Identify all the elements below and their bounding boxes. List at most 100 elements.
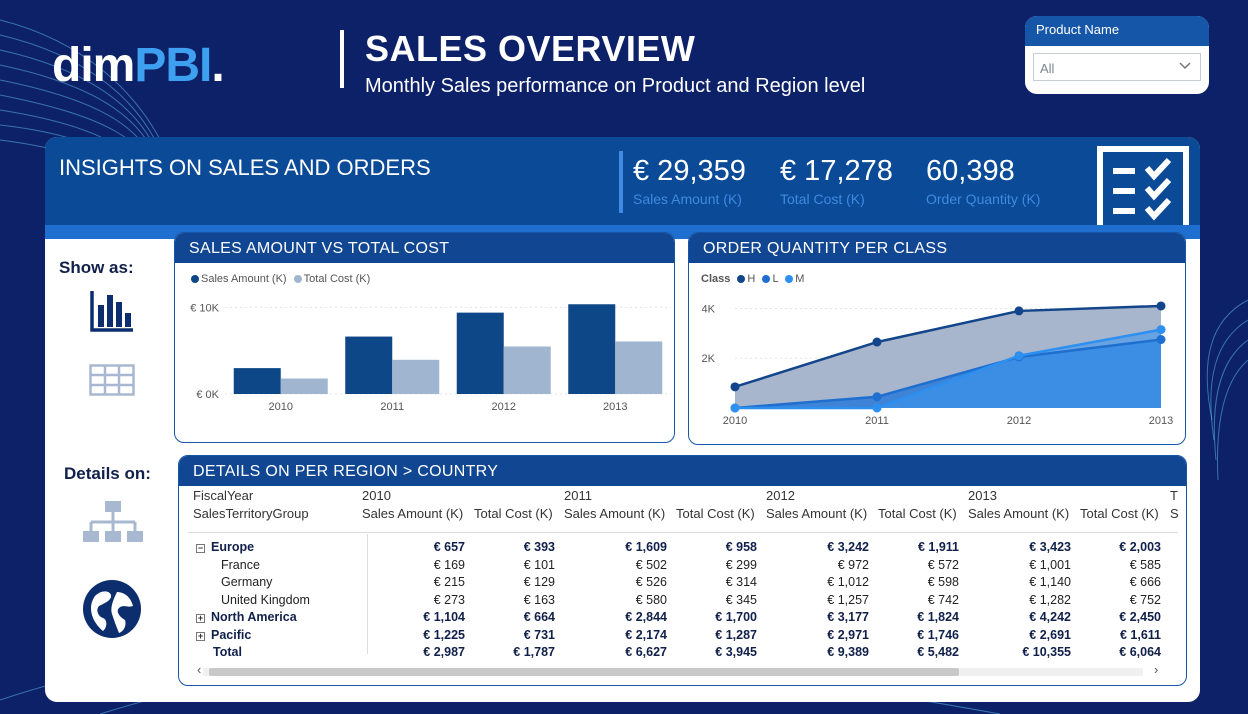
row-label-text: United Kingdom bbox=[221, 592, 310, 607]
legend-marker bbox=[785, 274, 794, 283]
column-header[interactable]: Total Cost (K) bbox=[1080, 506, 1159, 521]
x-tick-label: 2012 bbox=[492, 401, 516, 413]
table-cell: € 2,174 bbox=[625, 627, 667, 642]
column-header[interactable]: Total Cost (K) bbox=[474, 506, 553, 521]
x-tick-label: 2012 bbox=[1007, 415, 1031, 427]
show-as-label: Show as: bbox=[59, 258, 134, 277]
table-cell: € 664 bbox=[523, 610, 555, 624]
row-label-text: Pacific bbox=[211, 627, 252, 642]
table-row: − Europe € 657 € 393 € 1,609 € 958 € 3,242 € 1,… bbox=[188, 540, 1178, 558]
expand-icon[interactable]: + bbox=[196, 613, 205, 623]
table-cell: € 9,389 bbox=[827, 645, 869, 659]
table-cell: € 598 bbox=[927, 575, 959, 589]
legend-marker bbox=[191, 274, 199, 283]
point-H bbox=[730, 382, 740, 392]
row-header-fiscal-year: FiscalYear bbox=[193, 488, 254, 503]
year-header[interactable]: 2011 bbox=[564, 488, 592, 503]
column-header[interactable]: Sales Amount (K) bbox=[766, 506, 868, 521]
y-tick-label: € 10K bbox=[190, 302, 219, 314]
kpi-divider bbox=[619, 151, 623, 213]
table-cell: € 585 bbox=[1129, 557, 1161, 572]
point-M bbox=[1156, 325, 1166, 335]
details-table-card: DETAILS ON PER REGION > COUNTRY FiscalYe… bbox=[178, 455, 1187, 686]
column-header[interactable]: Total Cost (K) bbox=[878, 506, 957, 521]
line-L bbox=[734, 338, 1162, 410]
column-header[interactable]: Sales Amount (K) bbox=[968, 506, 1070, 521]
card-title: SALES AMOUNT VS TOTAL COST bbox=[175, 233, 674, 263]
x-tick-label: 2011 bbox=[380, 401, 404, 413]
hierarchy-icon[interactable] bbox=[83, 500, 143, 552]
table-cell: € 163 bbox=[523, 592, 555, 607]
table-icon[interactable] bbox=[89, 364, 135, 396]
kpi-total-cost: € 17,278 Total Cost (K) bbox=[780, 155, 893, 207]
year-header[interactable]: 2012 bbox=[766, 488, 795, 503]
horizontal-scrollbar[interactable] bbox=[189, 666, 1159, 678]
column-header[interactable]: Sales Amount (K) bbox=[362, 506, 464, 521]
table-cell: € 1,282 bbox=[1029, 592, 1071, 607]
row-label: Germany bbox=[221, 575, 272, 589]
bar-chart-icon[interactable] bbox=[89, 289, 135, 333]
kpi-label: Sales Amount (K) bbox=[633, 191, 742, 207]
table-cell: € 2,844 bbox=[625, 610, 667, 624]
table-cell: € 129 bbox=[523, 575, 555, 589]
scroll-right-arrow[interactable]: › bbox=[1154, 662, 1159, 677]
table-cell: € 393 bbox=[523, 540, 555, 554]
legend-item: H bbox=[747, 273, 756, 285]
page-title: SALES OVERVIEW bbox=[365, 28, 696, 69]
point-H bbox=[1156, 301, 1166, 311]
table-cell: € 101 bbox=[523, 557, 555, 572]
column-header[interactable]: Total Cost (K) bbox=[676, 506, 755, 521]
table-row: + Pacific € 1,225 € 731 € 2,174 € 1,287 € 2,97… bbox=[188, 628, 1178, 646]
table-cell: € 1,012 bbox=[827, 575, 869, 589]
row-label: + Pacific bbox=[196, 628, 251, 642]
table-cell: € 6,627 bbox=[625, 645, 667, 659]
table-cell: € 273 bbox=[433, 592, 465, 607]
order-quantity-area-chart: 2K 4K 2010 2011 2012 2013 bbox=[702, 301, 1173, 427]
header-divider bbox=[188, 532, 1178, 533]
table-cell: € 1,287 bbox=[715, 627, 757, 642]
legend-marker bbox=[293, 274, 302, 283]
bar-cost bbox=[615, 341, 663, 394]
table-cell: € 169 bbox=[433, 557, 465, 572]
chevron-down-icon bbox=[1179, 62, 1191, 70]
y-tick-label: € 0K bbox=[196, 389, 219, 401]
table-cell: € 10,355 bbox=[1022, 645, 1071, 659]
table-cell: € 2,971 bbox=[827, 627, 869, 642]
line-H bbox=[734, 304, 1162, 389]
kpi-value: 60,398 bbox=[926, 155, 1015, 187]
collapse-icon[interactable]: − bbox=[196, 543, 205, 553]
expand-icon[interactable]: + bbox=[196, 630, 205, 641]
column-header[interactable]: S bbox=[1170, 506, 1178, 521]
year-header[interactable]: 2010 bbox=[362, 488, 391, 503]
row-label: United Kingdom bbox=[221, 593, 310, 607]
slicer-label: Product Name bbox=[1025, 16, 1209, 46]
table-cell: € 6,064 bbox=[1119, 645, 1161, 659]
column-header[interactable]: Sales Amount (K) bbox=[564, 506, 666, 521]
kpi-label: Order Quantity (K) bbox=[926, 191, 1041, 207]
point-M bbox=[872, 403, 882, 413]
table-cell: € 1,824 bbox=[917, 610, 959, 624]
details-table: FiscalYear SalesTerritoryGroup 2010 2011 2… bbox=[188, 486, 1178, 666]
line-M bbox=[735, 328, 1162, 410]
scroll-left-arrow[interactable]: ‹ bbox=[197, 662, 202, 677]
table-cell: € 666 bbox=[1129, 575, 1161, 589]
year-header[interactable]: 2013 bbox=[968, 488, 997, 503]
kpi-order-quantity: 60,398 Order Quantity (K) bbox=[926, 155, 1040, 207]
sales-cost-bar-chart: € 0K € 10K 2010 2011 2012 2013 bbox=[190, 302, 671, 413]
table-cell: € 314 bbox=[725, 575, 757, 589]
x-tick-label: 2013 bbox=[1149, 415, 1173, 427]
table-cell: € 3,177 bbox=[827, 610, 869, 624]
row-label-text: North America bbox=[211, 610, 297, 624]
main-panel: INSIGHTS ON SALES AND ORDERS € 29,359 Sa… bbox=[45, 137, 1200, 702]
table-cell: € 572 bbox=[927, 557, 959, 572]
table-cell: € 526 bbox=[635, 575, 667, 589]
globe-icon[interactable] bbox=[81, 578, 143, 640]
table-cell: € 958 bbox=[725, 540, 757, 554]
year-header[interactable]: T bbox=[1170, 488, 1178, 503]
page-subtitle: Monthly Sales performance on Product and… bbox=[365, 75, 866, 97]
point-M bbox=[730, 403, 740, 413]
table-row: + North America € 1,104 € 664 € 2,844 € 1,700… bbox=[188, 610, 1178, 628]
sales-vs-cost-card: SALES AMOUNT VS TOTAL COST Sales Amount … bbox=[174, 232, 675, 443]
product-name-dropdown[interactable]: All bbox=[1033, 53, 1201, 81]
kpi-value: € 17,278 bbox=[780, 155, 893, 187]
